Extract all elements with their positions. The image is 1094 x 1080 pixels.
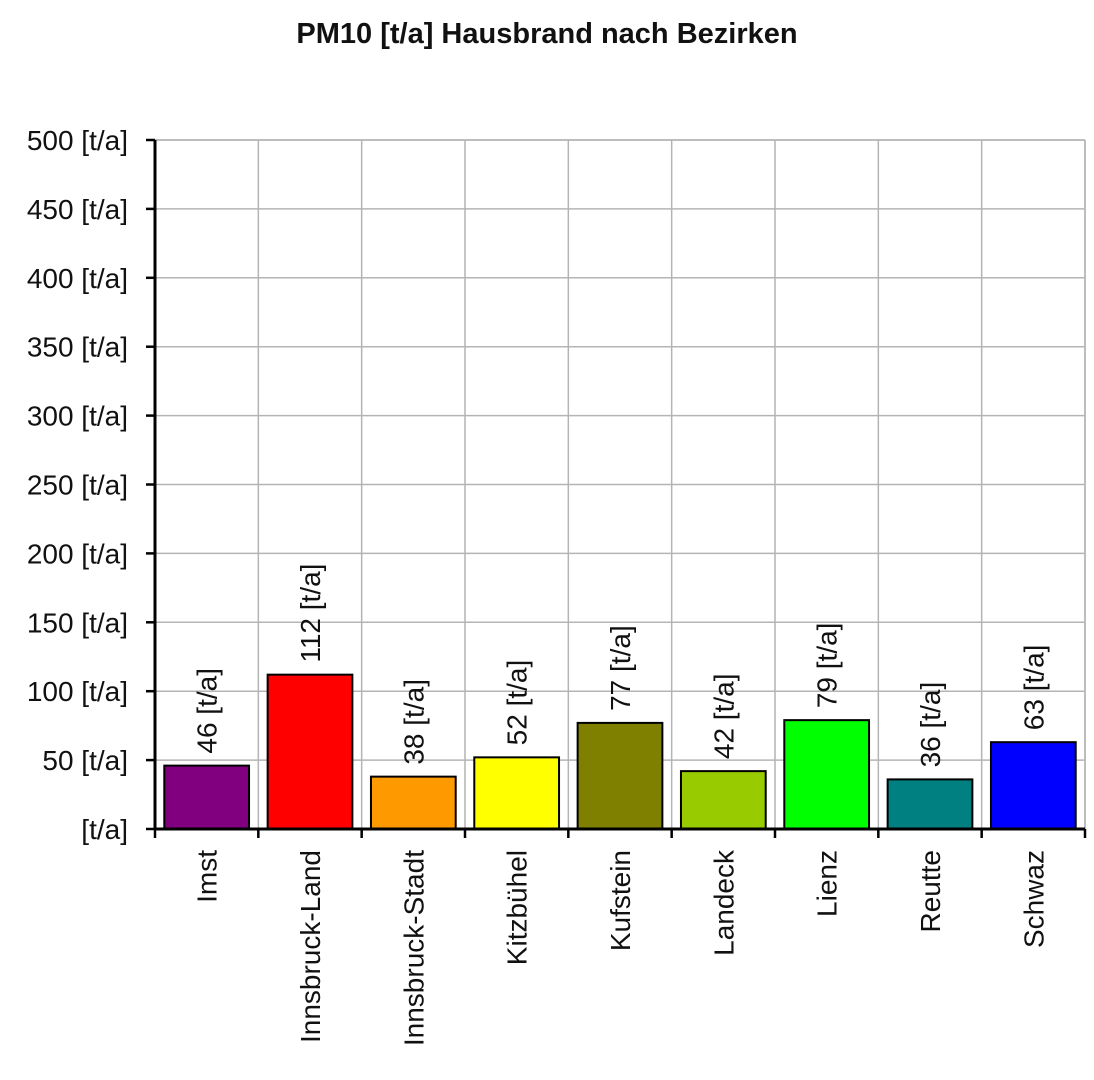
y-tick-label: 250 [t/a]	[27, 470, 128, 501]
category-label: Innsbruck-Stadt	[398, 850, 429, 1046]
y-tick-label: 200 [t/a]	[27, 538, 128, 569]
category-label: Kufstein	[605, 850, 636, 951]
y-tick-label: 300 [t/a]	[27, 401, 128, 432]
category-label: Landeck	[708, 849, 739, 956]
data-label: 46 [t/a]	[192, 668, 223, 754]
category-label: Imst	[192, 850, 223, 903]
data-label: 79 [t/a]	[812, 623, 843, 709]
y-tick-label: 450 [t/a]	[27, 194, 128, 225]
y-tick-label: 350 [t/a]	[27, 332, 128, 363]
data-label: 52 [t/a]	[502, 660, 533, 746]
category-label: Schwaz	[1018, 850, 1049, 948]
bar	[266, 673, 354, 830]
bar	[886, 778, 974, 831]
category-label: Reutte	[915, 850, 946, 933]
category-label: Innsbruck-Land	[295, 850, 326, 1043]
bar	[679, 770, 767, 831]
category-label: Kitzbühel	[502, 850, 533, 965]
bar	[783, 719, 871, 830]
bar	[576, 721, 664, 830]
bar	[989, 741, 1077, 830]
bar	[163, 764, 251, 830]
data-label: 112 [t/a]	[295, 564, 326, 663]
y-tick-label: 400 [t/a]	[27, 263, 128, 294]
y-tick-label: 100 [t/a]	[27, 676, 128, 707]
data-label: 38 [t/a]	[398, 679, 429, 765]
data-label: 42 [t/a]	[708, 673, 739, 759]
bar	[473, 756, 561, 830]
data-label: 36 [t/a]	[915, 682, 946, 768]
data-label: 77 [t/a]	[605, 625, 636, 711]
chart-title: PM10 [t/a] Hausbrand nach Bezirken	[296, 18, 798, 50]
category-label: Lienz	[812, 850, 843, 917]
y-tick-label: [t/a]	[81, 814, 128, 845]
data-label: 63 [t/a]	[1018, 645, 1049, 731]
y-tick-label: 150 [t/a]	[27, 607, 128, 638]
bar	[369, 775, 457, 830]
y-tick-label: 500 [t/a]	[27, 125, 128, 156]
y-tick-label: 50 [t/a]	[42, 745, 128, 776]
